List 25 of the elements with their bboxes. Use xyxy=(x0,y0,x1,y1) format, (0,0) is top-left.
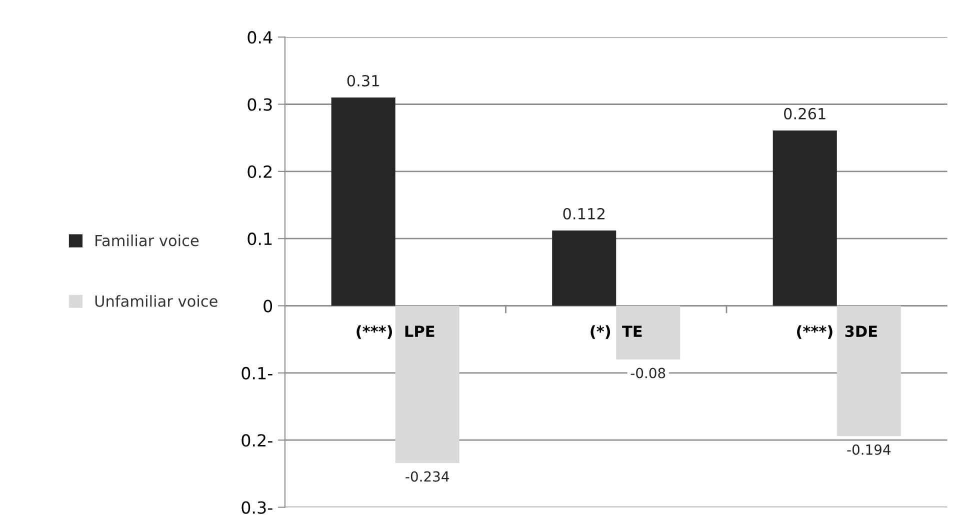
y-tick-label: 0.2 xyxy=(248,165,272,178)
data-label: 0.31 xyxy=(347,74,379,87)
bar xyxy=(772,130,837,306)
x-tick-label: (***) 3DE xyxy=(797,325,877,339)
data-label: -0.194 xyxy=(847,444,891,455)
data-label: -0.08 xyxy=(630,368,666,378)
y-tick-label: 0.2- xyxy=(242,434,272,447)
y-tick-label: 0.4 xyxy=(248,31,272,44)
legend-label: Familiar voice xyxy=(96,234,199,246)
y-tick-label: 0 xyxy=(264,300,272,312)
data-label: -0.234 xyxy=(406,471,449,482)
bar xyxy=(331,98,396,306)
data-label: 0.261 xyxy=(784,108,826,120)
y-tick-label: 0.1 xyxy=(248,232,272,246)
y-tick-label: 0.3 xyxy=(248,98,272,111)
legend-label: Unfamiliar voice xyxy=(95,295,218,307)
x-tick-label: (***) LPE xyxy=(356,325,434,339)
bar xyxy=(395,306,460,463)
bar xyxy=(836,306,901,436)
bar xyxy=(616,306,680,360)
y-tick-label: 0.3- xyxy=(242,501,272,514)
x-tick-label: (*) TE xyxy=(590,325,642,339)
data-label: 0.112 xyxy=(563,208,604,220)
bar xyxy=(552,230,616,306)
y-tick-label: 0.1- xyxy=(242,366,272,380)
